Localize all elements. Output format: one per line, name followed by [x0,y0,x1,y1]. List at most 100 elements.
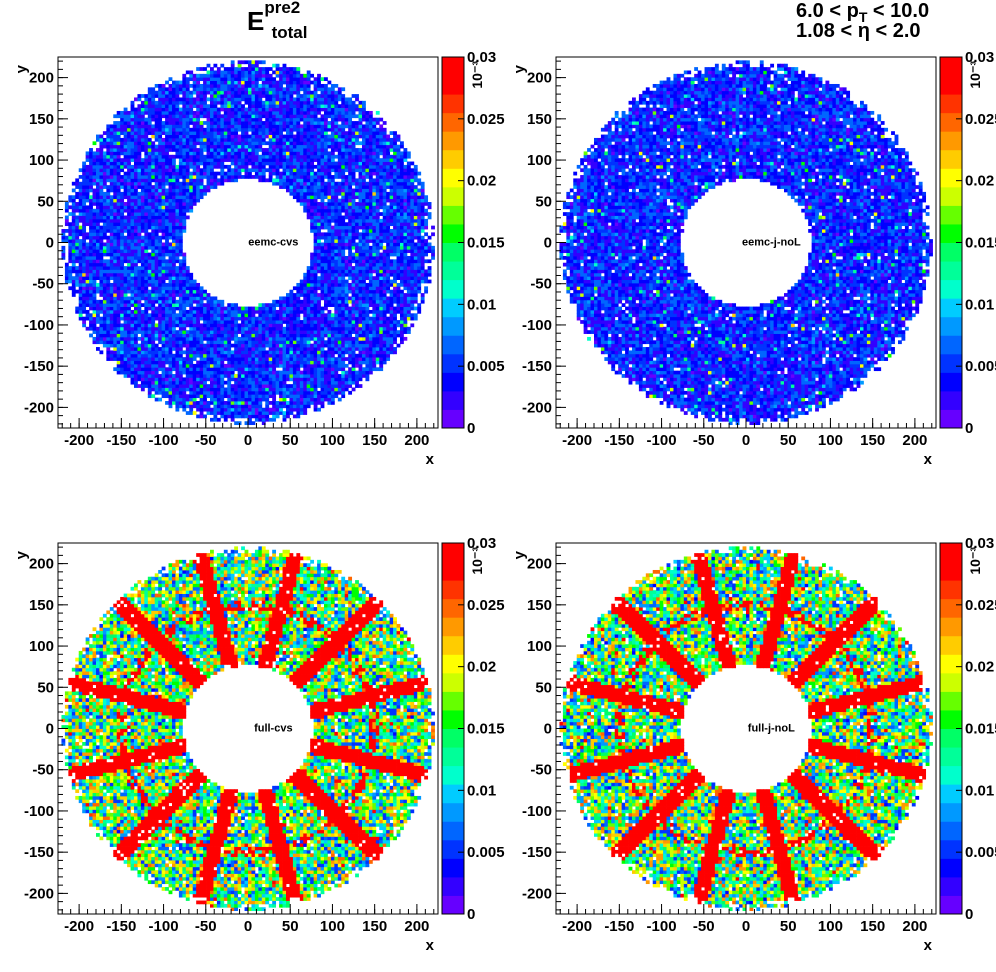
color-bar-swatch [442,858,464,877]
x-tick-label: -100 [647,432,677,449]
color-bar-swatch [940,335,962,354]
z-tick-label: 0.01 [965,296,994,313]
z-tick-label: 0 [965,420,973,437]
color-bar-swatch [940,747,962,766]
color-bar-swatch [442,409,464,428]
x-tick-label: 0 [742,918,750,935]
color-bar-swatch [442,543,464,562]
color-bar-swatch [442,840,464,859]
x-tick-label: 200 [902,432,927,449]
y-tick-label: -150 [522,844,552,861]
x-tick-label: 0 [244,918,252,935]
x-tick-label: -50 [195,918,217,935]
z-exponent: 10⁻³ [967,547,983,575]
x-tick-label: 150 [362,432,387,449]
z-tick-label: 0.02 [467,659,496,676]
y-tick-label: 50 [37,193,54,210]
color-bar-swatch [442,94,464,113]
color-bar-swatch [442,224,464,243]
y-tick-label: 150 [527,597,552,614]
color-bar-swatch [940,895,962,914]
y-tick-label: -50 [530,276,552,293]
color-bar-swatch [442,131,464,150]
color-bar-swatch [442,580,464,599]
y-tick-label: 100 [29,638,54,655]
color-bar-swatch [940,354,962,373]
z-tick-label: 0.02 [965,173,994,190]
z-tick-label: 0.02 [965,659,994,676]
x-tick-label: 150 [362,918,387,935]
color-bar-swatch [442,766,464,785]
panel-label: full-j-noL [748,723,795,735]
x-tick-label: 100 [818,918,843,935]
color-bar-swatch [442,691,464,710]
y-tick-label: -100 [522,317,552,334]
y-tick-label: 200 [29,70,54,87]
color-bar-swatch [442,710,464,729]
color-bar-swatch [442,391,464,410]
x-tick-label: 50 [780,918,797,935]
y-tick-label: 50 [535,679,552,696]
x-tick-label: 50 [282,432,299,449]
color-bar-swatch [940,877,962,896]
panel-eemc-j-noL: -200 -150 -100 -50 0 50 100 150 200-200-150-100-… [511,49,996,468]
y-tick-label: 50 [37,679,54,696]
color-bar-swatch [442,372,464,391]
color-bar-swatch [940,243,962,262]
color-bar-swatch [940,673,962,692]
color-bar-swatch [442,261,464,280]
color-bar-swatch [940,298,962,317]
z-tick-label: 0.01 [467,782,496,799]
x-tick-label: -200 [562,432,592,449]
z-tick-label: 0.01 [965,782,994,799]
y-tick-label: 100 [527,638,552,655]
color-bar-swatch [940,57,962,76]
y-tick-label: 0 [46,721,54,738]
x-tick-label: 200 [404,432,429,449]
color-bar-swatch [940,803,962,822]
color-bar-swatch [940,150,962,169]
color-bar-swatch [442,729,464,748]
color-bar-swatch [442,895,464,914]
x-tick-label: 50 [282,918,299,935]
color-bar-swatch [940,391,962,410]
color-bar-swatch [442,617,464,636]
color-bar-swatch [442,113,464,132]
color-bar-swatch [940,784,962,803]
z-tick-label: 0.02 [467,173,496,190]
x-tick-label: -100 [647,918,677,935]
x-tick-label: -150 [106,918,136,935]
color-bar-swatch [442,57,464,76]
z-tick-label: 0.015 [965,235,996,252]
z-tick-label: 0 [467,906,475,923]
color-bar-swatch [940,654,962,673]
color-bar-swatch [442,747,464,766]
y-tick-label: -50 [32,762,54,779]
y-axis-label: y [511,550,528,559]
z-tick-label: 0.025 [965,597,996,614]
color-bar-swatch [442,168,464,187]
color-bar-swatch [940,729,962,748]
z-tick-label: 0.01 [467,296,496,313]
x-tick-label: 100 [818,432,843,449]
color-bar-swatch [940,766,962,785]
color-bar-swatch [442,317,464,336]
color-bar-swatch [442,354,464,373]
color-bar-swatch [940,94,962,113]
x-tick-label: -200 [562,918,592,935]
x-tick-label: 0 [244,432,252,449]
color-bar-swatch [442,636,464,655]
y-tick-label: -50 [32,276,54,293]
panel-label: full-cvs [254,723,293,735]
y-tick-label: -150 [24,844,54,861]
z-exponent: 10⁻³ [967,61,983,89]
panel-label: eemc-j-noL [742,237,801,249]
y-axis-label: y [511,64,528,73]
x-tick-label: -200 [64,432,94,449]
y-tick-label: -200 [522,885,552,902]
z-tick-label: 0 [965,906,973,923]
x-tick-label: -200 [64,918,94,935]
color-bar-swatch [940,409,962,428]
z-tick-label: 0.025 [965,111,996,128]
